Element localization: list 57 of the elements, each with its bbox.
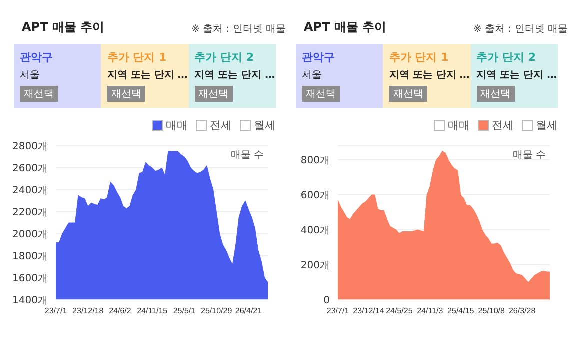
text: 전세 [491,118,514,132]
y-axis-title: 매물 수 [512,149,546,162]
x-tick-label: 23/7/1 [326,306,350,316]
y-tick-label: 2600개 [12,164,48,175]
x-tick-label: 26/3/28 [508,306,536,316]
text: 재선택 [389,86,428,102]
text: 지역 또는 단지 … [389,69,471,82]
x-tick-label: 24/11/15 [137,306,168,316]
x-tick-label: 24/6/2 [109,306,132,316]
text: ※ 출처 : 인터넷 매물 [474,23,568,36]
text: 서울 [20,69,41,82]
y-tick-label: 600개 [300,190,330,202]
text: 추가 단지 2 [194,50,255,65]
x-tick-label: 26/4/21 [235,306,263,316]
x-tick-label: 25/10/8 [478,306,506,316]
x-tick-label: 25/5/1 [173,306,196,316]
y-tick-label: 1400개 [12,296,48,307]
y-tick-label: 200개 [300,260,330,272]
text: 관악구 [20,50,54,65]
text: 재선택 [476,86,515,102]
y-tick-label: 1800개 [12,252,48,263]
legend-label: 매매 [447,118,470,132]
text: 지역 또는 단지 … [107,69,189,82]
y-tick-label: 2200개 [12,208,48,219]
x-tick-label: 25/4/15 [448,306,475,316]
x-tick-label: 24/11/3 [417,306,444,316]
chart-title: APT 매물 추이 [304,19,387,36]
text: 재선택 [20,86,58,102]
legend-label: 월세 [253,118,276,132]
text: 지역 또는 단지 … [194,69,276,82]
text: 관악구 [302,50,336,65]
y-tick-label: 2400개 [12,186,48,197]
text: 추가 단지 1 [107,50,168,65]
text: 지역 또는 단지 … [476,69,558,82]
legend-label: 전세 [209,118,232,132]
series-label: 매매 [165,118,188,132]
x-tick-label: 25/10/29 [201,306,233,316]
text: 재선택 [107,86,146,102]
y-tick-label: 400개 [300,226,330,237]
y-tick-label: 2800개 [12,142,48,153]
text: 서울 [302,69,323,82]
x-tick-label: 23/12/14 [353,306,385,316]
y-tick-label: 800개 [300,156,330,167]
text: 추가 단지 1 [389,50,450,65]
x-tick-label: 23/7/1 [44,306,68,316]
y-tick-label: 2000개 [12,230,48,241]
y-axis-title: 매물 수 [230,149,264,162]
x-tick-label: 24/5/25 [386,306,414,316]
x-tick-label: 23/12/18 [72,306,104,316]
chart-title: APT 매물 추이 [22,19,105,36]
y-tick-label: 0 [324,296,330,307]
text: 추가 단지 2 [476,50,537,65]
text: 재선택 [194,86,233,102]
y-tick-label: 1600개 [12,274,48,285]
legend-label: 월세 [535,118,558,132]
text: 재선택 [302,86,340,102]
text: ※ 출처 : 인터넷 매물 [192,23,286,36]
